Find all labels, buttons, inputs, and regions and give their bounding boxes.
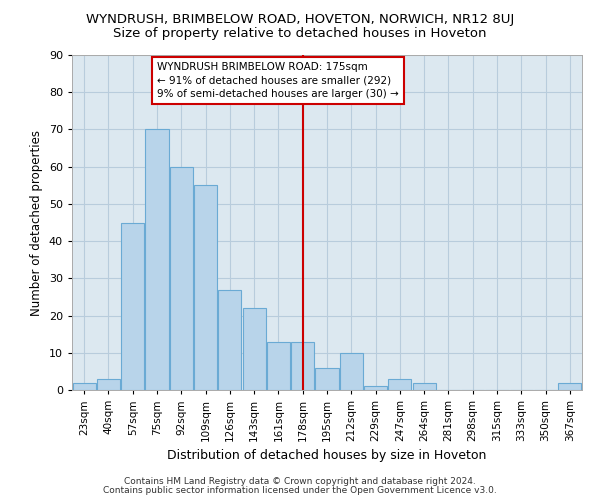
Bar — [316, 368, 338, 390]
Bar — [413, 382, 436, 390]
Bar — [340, 353, 363, 390]
Bar — [559, 382, 581, 390]
Text: WYNDRUSH BRIMBELOW ROAD: 175sqm
← 91% of detached houses are smaller (292)
9% of: WYNDRUSH BRIMBELOW ROAD: 175sqm ← 91% of… — [157, 62, 399, 99]
Text: Size of property relative to detached houses in Hoveton: Size of property relative to detached ho… — [113, 28, 487, 40]
Bar — [218, 290, 241, 390]
Text: WYNDRUSH, BRIMBELOW ROAD, HOVETON, NORWICH, NR12 8UJ: WYNDRUSH, BRIMBELOW ROAD, HOVETON, NORWI… — [86, 12, 514, 26]
Y-axis label: Number of detached properties: Number of detached properties — [30, 130, 43, 316]
Bar — [242, 308, 266, 390]
Bar — [170, 166, 193, 390]
Bar — [97, 379, 120, 390]
Bar — [267, 342, 290, 390]
Bar — [73, 382, 95, 390]
Bar — [194, 186, 217, 390]
Text: Contains HM Land Registry data © Crown copyright and database right 2024.: Contains HM Land Registry data © Crown c… — [124, 477, 476, 486]
Text: Contains public sector information licensed under the Open Government Licence v3: Contains public sector information licen… — [103, 486, 497, 495]
X-axis label: Distribution of detached houses by size in Hoveton: Distribution of detached houses by size … — [167, 450, 487, 462]
Bar — [388, 379, 412, 390]
Bar — [121, 222, 144, 390]
Bar — [291, 342, 314, 390]
Bar — [364, 386, 387, 390]
Bar — [145, 130, 169, 390]
